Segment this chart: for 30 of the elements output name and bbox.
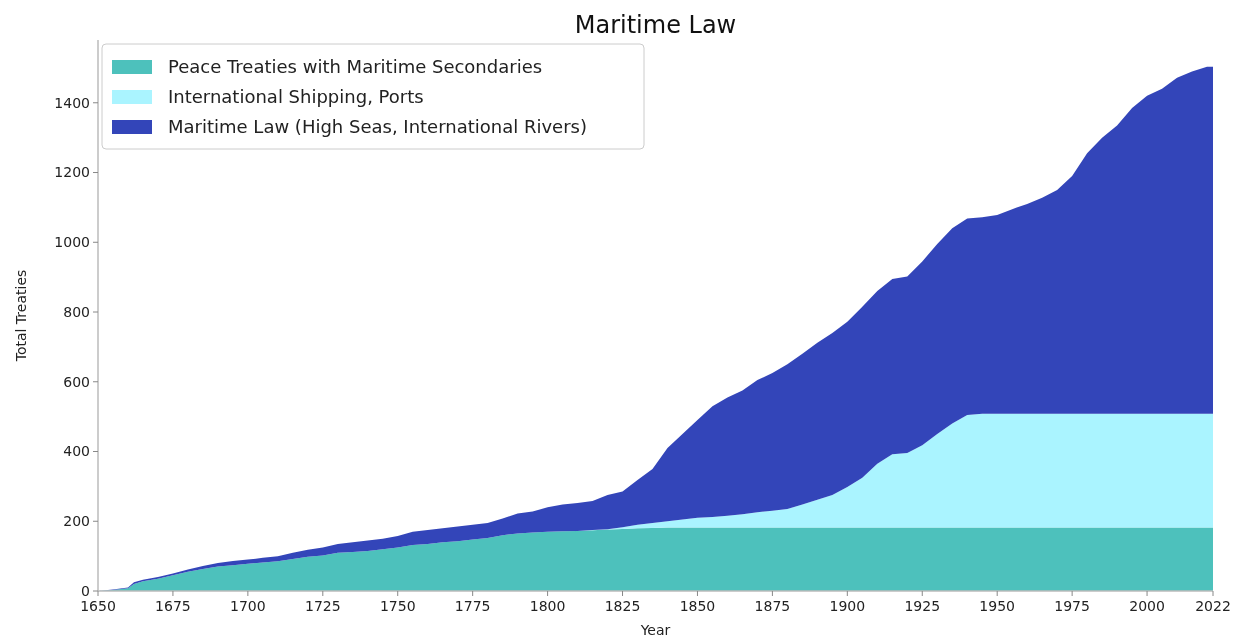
x-tick-label: 1950: [979, 598, 1016, 614]
y-tick-label: 200: [63, 513, 90, 530]
y-tick-label: 1000: [54, 234, 90, 251]
y-tick-label: 0: [81, 582, 90, 599]
x-tick-label: 2000: [1129, 598, 1165, 614]
y-tick-label: 400: [63, 443, 90, 460]
x-tick-label: 1700: [230, 598, 266, 614]
x-tick-label: 1900: [829, 598, 866, 614]
x-tick-label: 1825: [604, 598, 641, 614]
x-tick-label: 1775: [454, 598, 491, 614]
y-tick-label: 800: [63, 303, 90, 320]
x-tick-label: 1725: [304, 598, 341, 614]
y-tick-label: 600: [63, 373, 90, 390]
legend-label: International Shipping, Ports: [168, 86, 424, 108]
x-axis-title: Year: [639, 622, 671, 638]
legend-label: Peace Treaties with Maritime Secondaries: [168, 56, 543, 78]
x-tick-label: 1675: [155, 598, 191, 614]
x-tick-label: 1925: [904, 598, 941, 614]
x-tick-label: 1975: [1054, 598, 1090, 614]
x-tick-label: 1850: [679, 598, 716, 614]
y-tick-label: 1400: [54, 94, 90, 111]
x-tick-label: 2022: [1195, 598, 1231, 614]
x-tick-label: 1650: [80, 598, 116, 614]
chart-title: Maritime Law: [574, 11, 737, 39]
y-axis-title: Total Treaties: [13, 269, 29, 363]
x-tick-label: 1875: [754, 598, 791, 614]
x-tick-label: 1750: [379, 598, 416, 614]
legend-label: Maritime Law (High Seas, International Rivers): [168, 116, 587, 138]
y-tick-label: 1200: [54, 164, 90, 181]
x-tick-label: 1800: [529, 598, 566, 614]
